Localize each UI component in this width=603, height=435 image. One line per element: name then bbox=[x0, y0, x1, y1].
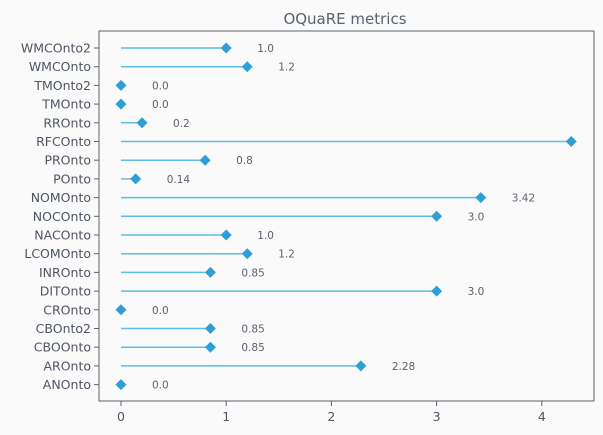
y-tick-label: TMOnto2 bbox=[33, 78, 91, 93]
lollipop-marker bbox=[220, 42, 232, 54]
value-label: 0.14 bbox=[167, 174, 191, 186]
y-tick-label: ANOnto bbox=[43, 377, 91, 392]
lollipop-marker bbox=[241, 61, 253, 73]
y-tick-label: AROnto bbox=[43, 358, 91, 373]
value-label: 2.28 bbox=[392, 361, 415, 373]
value-label: 1.0 bbox=[257, 230, 274, 242]
lollipop-marker bbox=[204, 266, 216, 278]
y-tick-label: NACOnto bbox=[34, 228, 91, 243]
value-label: 0.0 bbox=[152, 99, 169, 111]
value-label: 1.2 bbox=[278, 62, 295, 74]
x-tick-label: 3 bbox=[433, 409, 441, 424]
lollipop-marker bbox=[115, 79, 127, 91]
x-tick-label: 4 bbox=[538, 409, 546, 424]
value-label: 1.0 bbox=[257, 43, 274, 55]
value-label: 0.85 bbox=[241, 342, 264, 354]
y-tick-label: CROnto bbox=[43, 302, 91, 317]
value-label: 0.0 bbox=[152, 380, 169, 392]
lollipop-marker bbox=[220, 229, 232, 241]
value-label: 0.0 bbox=[152, 305, 169, 317]
y-tick-label: NOMOnto bbox=[31, 190, 91, 205]
y-tick-label: CBOnto2 bbox=[36, 321, 91, 336]
lollipop-marker bbox=[199, 154, 211, 166]
lollipop-marker bbox=[115, 379, 127, 391]
lollipop-marker bbox=[431, 285, 443, 297]
lollipop-marker bbox=[355, 360, 367, 372]
value-label: 0.8 bbox=[236, 155, 253, 167]
y-tick-label: WMCOnto2 bbox=[21, 41, 91, 56]
lollipop-marker bbox=[565, 136, 577, 147]
value-label: 0.85 bbox=[241, 324, 264, 336]
lollipop-marker bbox=[475, 192, 487, 204]
y-tick-label: WMCOnto bbox=[29, 59, 91, 74]
lollipop-marker bbox=[115, 304, 127, 316]
y-tick-label: RROnto bbox=[43, 115, 91, 130]
value-label: 3.0 bbox=[468, 211, 485, 223]
lollipop-marker bbox=[204, 323, 216, 334]
value-label: 0.0 bbox=[152, 80, 169, 92]
y-tick-label: RFCOnto bbox=[36, 134, 91, 149]
x-tick-label: 2 bbox=[327, 409, 335, 424]
lollipop-marker bbox=[130, 173, 142, 185]
value-label: 3.0 bbox=[468, 286, 485, 298]
lollipop-marker bbox=[115, 98, 127, 110]
y-tick-label: LCOMOnto bbox=[24, 246, 91, 261]
x-tick-label: 1 bbox=[222, 409, 230, 424]
y-tick-label: POnto bbox=[53, 171, 91, 186]
value-label: 3.42 bbox=[512, 193, 535, 205]
chart-title: OQuaRE metrics bbox=[283, 10, 406, 28]
plot-frame bbox=[98, 30, 595, 402]
y-tick-label: PROnto bbox=[44, 153, 91, 168]
y-tick-label: TMOnto bbox=[41, 97, 91, 112]
value-label: 1.2 bbox=[278, 249, 295, 261]
x-tick-label: 0 bbox=[117, 409, 125, 424]
lollipop-marker bbox=[136, 117, 148, 129]
y-tick-label: DITOnto bbox=[40, 284, 91, 299]
y-tick-label: NOCOnto bbox=[33, 209, 91, 224]
y-tick-label: CBOOnto bbox=[34, 340, 91, 355]
lollipop-marker bbox=[431, 210, 443, 222]
y-tick-label: INROnto bbox=[39, 265, 91, 280]
value-label: 0.2 bbox=[173, 118, 190, 130]
value-label: 0.85 bbox=[241, 267, 264, 279]
lollipop-marker bbox=[241, 248, 253, 260]
lollipop-marker bbox=[204, 341, 216, 353]
